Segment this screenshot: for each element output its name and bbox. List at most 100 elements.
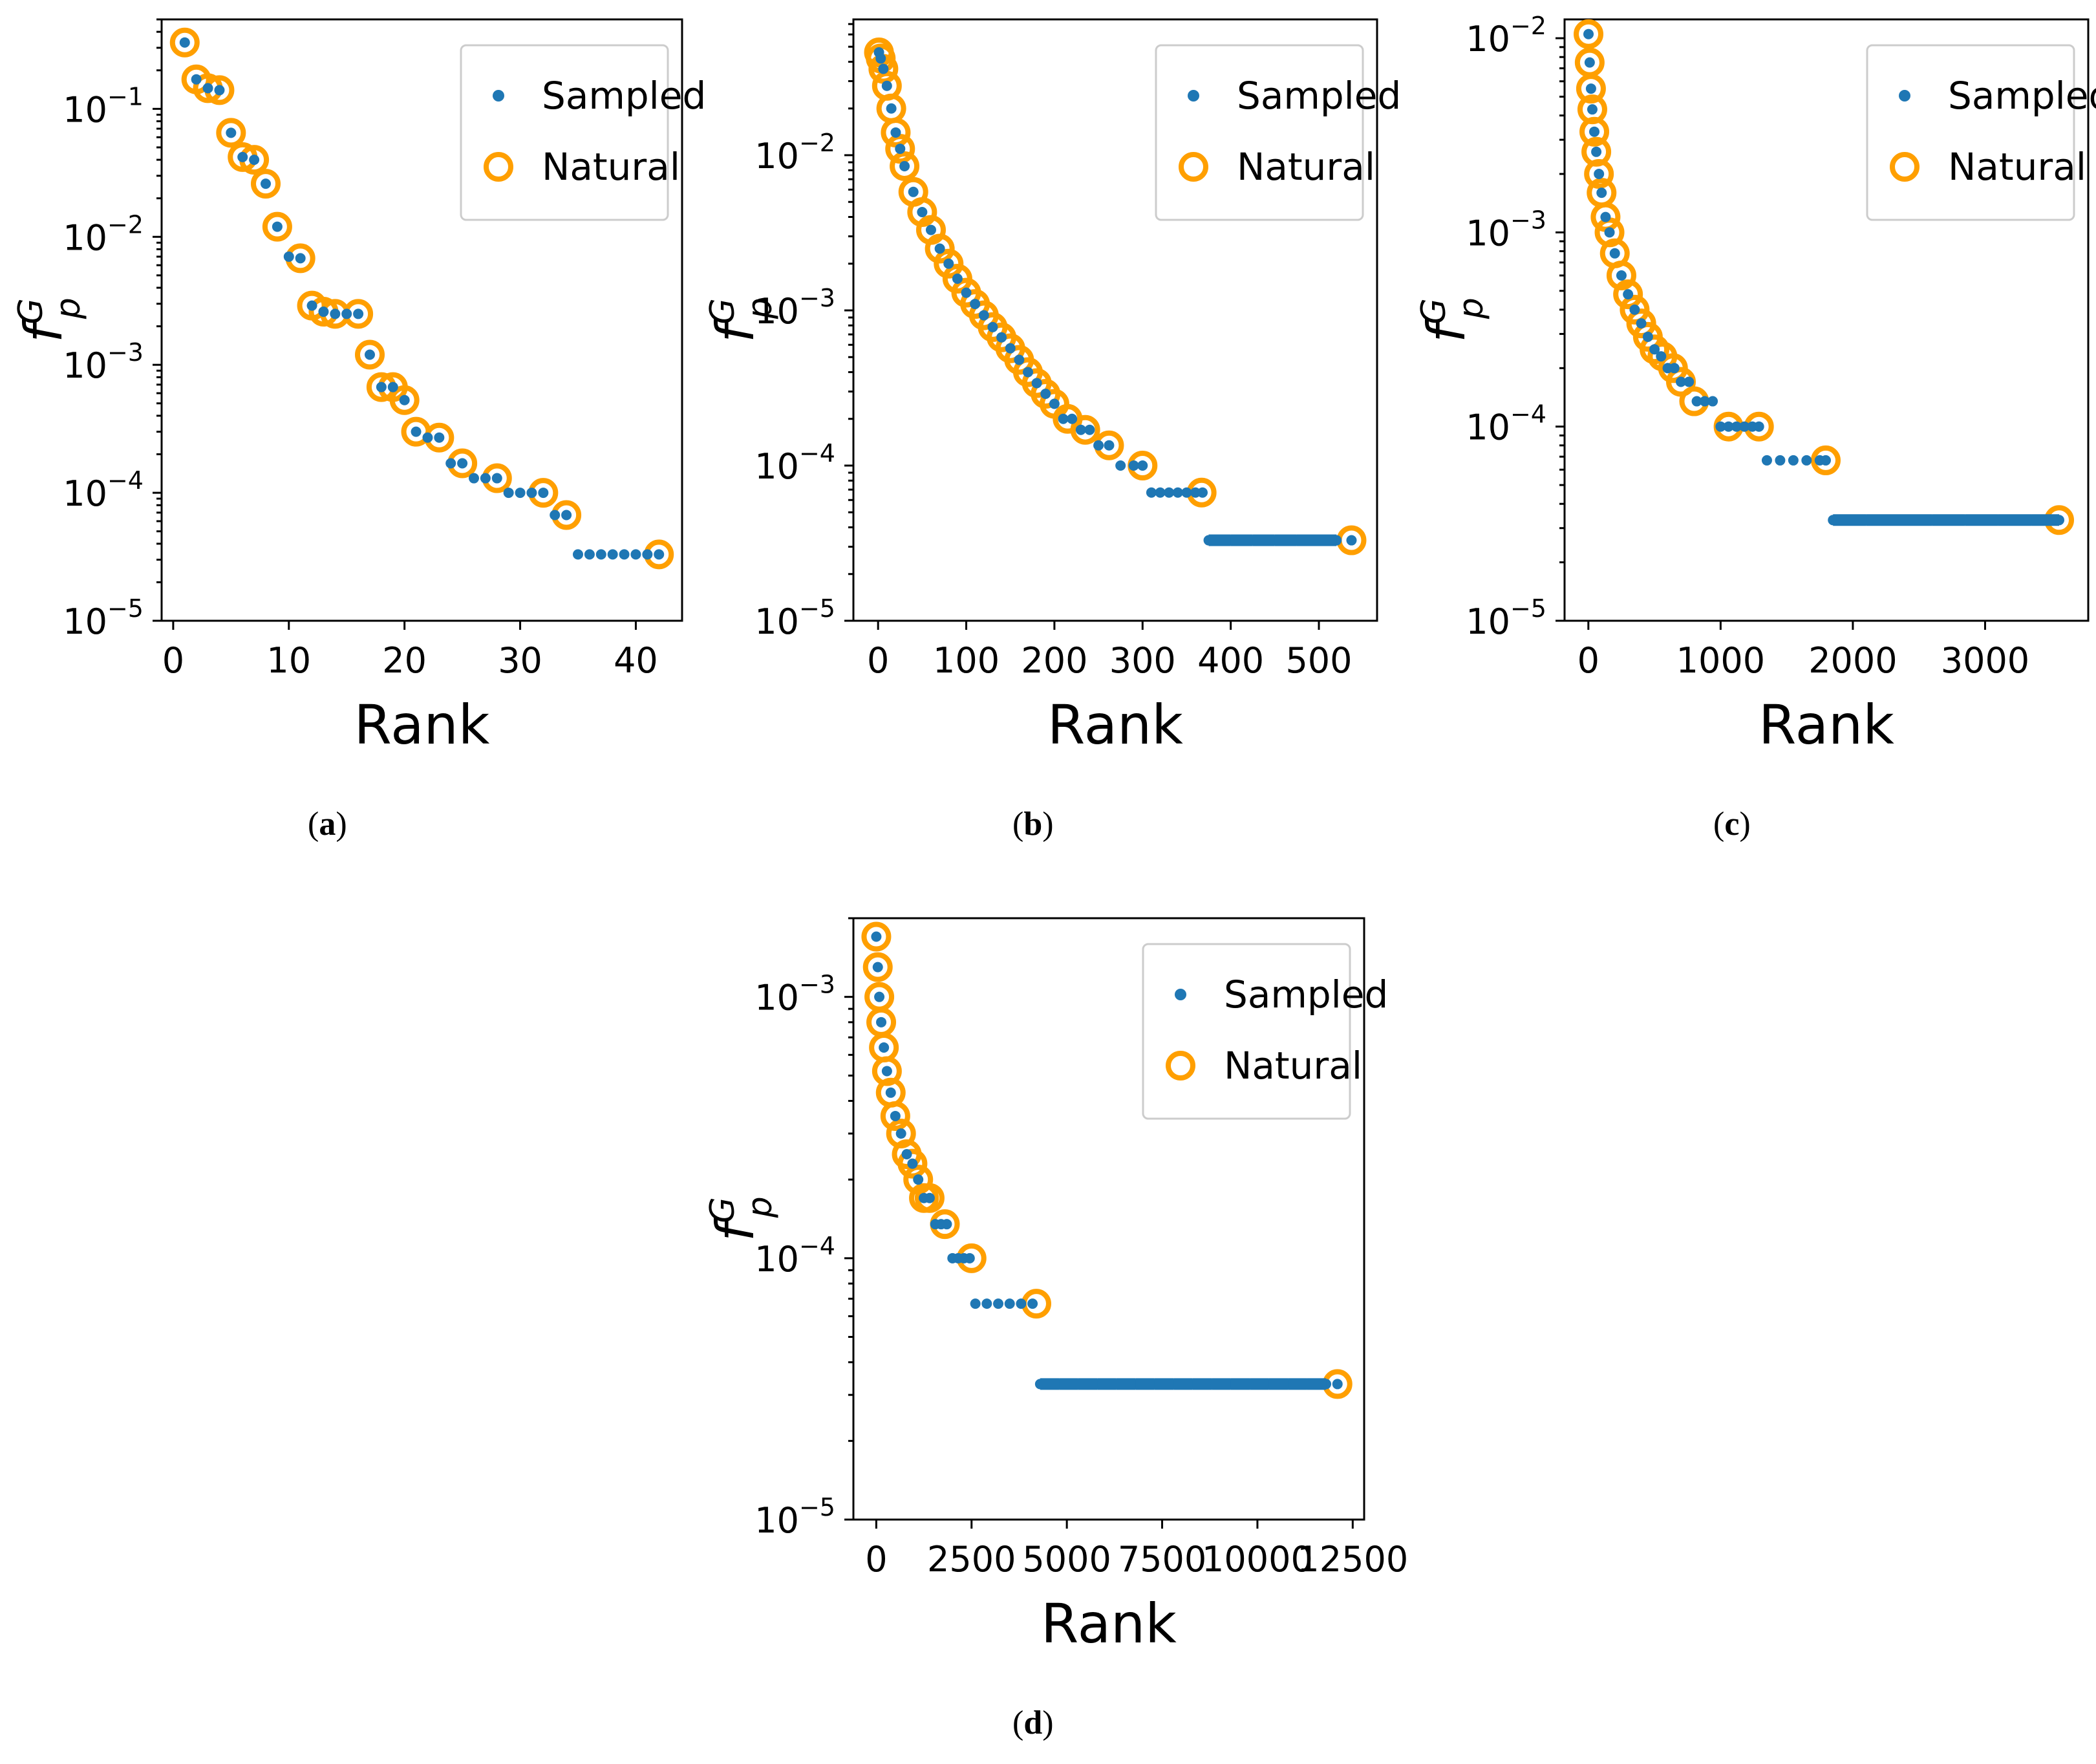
sampled-point: [526, 488, 537, 499]
sampled-point: [1788, 455, 1799, 466]
legend-sampled-label: Sampled: [1224, 973, 1388, 1016]
sampled-point: [237, 151, 248, 162]
x-tick-label-b: 100: [933, 640, 1000, 681]
natural-point: [1584, 159, 1614, 189]
data-layer-d: [861, 921, 1353, 1399]
sampled-point: [1753, 421, 1764, 432]
y-tick-label-b: 10−5: [754, 594, 835, 642]
sampled-point: [885, 1087, 896, 1098]
legend-natural-marker: [484, 152, 513, 182]
sampled-point: [1775, 455, 1786, 466]
sampled-point: [399, 394, 410, 405]
chart-b: 0 100 200 300 400 500 10−5 10−4 10−3 10−2 Rank fGp S…: [703, 18, 1401, 757]
sampled-point: [1031, 378, 1042, 389]
natural-point: [1606, 261, 1636, 291]
sampled-point: [993, 1298, 1004, 1309]
sampled-point: [1023, 367, 1033, 378]
sampled-point: [550, 510, 561, 521]
natural-point: [925, 233, 955, 264]
natural-point: [881, 117, 911, 147]
x-tick-label-b: 0: [867, 640, 889, 681]
sampled-point: [191, 74, 202, 85]
sampled-point: [538, 488, 549, 499]
sampled-point: [1739, 421, 1750, 432]
sampled-point: [895, 144, 906, 155]
sampled-point: [457, 458, 468, 469]
natural-point: [914, 1183, 945, 1213]
legend-natural-marker: [1179, 152, 1208, 182]
sampled-point: [619, 549, 630, 560]
sampled-point: [1801, 455, 1812, 466]
x-tick-label-d: 7500: [1118, 1539, 1206, 1580]
sampled-point: [330, 308, 341, 319]
sampled-point: [1181, 487, 1192, 498]
y-tick-label-d: 10−3: [754, 971, 835, 1018]
x-tick-label-c: 2000: [1808, 640, 1897, 681]
sampled-point: [1164, 487, 1175, 498]
x-tick-label-b: 500: [1285, 640, 1352, 681]
sampled-point: [1656, 351, 1667, 362]
sampled-point: [970, 299, 981, 310]
legend-natural-label: Natural: [542, 145, 680, 189]
data-layer-c: [1574, 19, 2074, 535]
natural-point: [1070, 414, 1100, 445]
sampled-point: [964, 1253, 975, 1264]
sampled-point: [1731, 421, 1742, 432]
sampled-point: [1146, 487, 1157, 498]
sampled-point: [1589, 126, 1600, 137]
legend-sampled-marker: [1188, 90, 1199, 102]
sampled-point: [353, 308, 364, 319]
plot-frame-a: [160, 18, 683, 622]
sampled-point: [491, 473, 502, 484]
sampled-point: [952, 274, 963, 285]
y-tick-label-a: 10−3: [63, 338, 144, 386]
sampled-point: [1591, 146, 1602, 157]
caption-a: (a): [308, 806, 347, 843]
natural-point: [389, 385, 420, 415]
natural-point: [1579, 116, 1610, 147]
data-layer-a: [169, 27, 674, 570]
sampled-point: [642, 549, 653, 560]
sampled-point: [1642, 331, 1653, 342]
caption-c: (c): [1713, 806, 1751, 843]
sampled-point: [318, 307, 329, 317]
natural-point: [355, 339, 385, 370]
legend-natural-label: Natural: [1948, 145, 2086, 189]
y-tick-label-a: 10−5: [63, 594, 144, 642]
sampled-point: [272, 221, 283, 232]
sampled-point: [1649, 344, 1660, 355]
y-tick-label-a: 10−4: [63, 466, 144, 514]
sampled-point: [978, 310, 989, 321]
sampled-point: [1669, 363, 1680, 374]
y-tick-label-a: 10−1: [63, 82, 144, 130]
sampled-point: [1075, 424, 1086, 435]
x-tick-label-c: 1000: [1676, 640, 1765, 681]
panel-a: 0 10 20 30 40 10−5 10−4 10−3 10−2 10−1 Rank fGp Samp…: [0, 0, 706, 843]
natural-point: [897, 1148, 928, 1179]
legend-box-d: [1142, 943, 1351, 1120]
sampled-point: [926, 224, 936, 235]
sampled-point: [934, 243, 945, 254]
sampled-point: [871, 931, 882, 942]
sampled-point: [387, 382, 398, 393]
sampled-point: [996, 332, 1007, 343]
natural-point: [880, 1101, 910, 1131]
sampled-point: [879, 1042, 890, 1053]
sampled-point: [1636, 318, 1647, 329]
sampled-point: [503, 488, 514, 499]
natural-point: [890, 151, 920, 181]
sampled-point: [1084, 424, 1095, 435]
natural-point: [169, 27, 200, 58]
x-tick-label-b: 200: [1021, 640, 1087, 681]
sampled-point: [1584, 57, 1595, 68]
sampled-point: [1027, 1298, 1038, 1309]
x-tick-label-d: 5000: [1022, 1539, 1111, 1580]
y-tick-label-b: 10−2: [754, 129, 835, 177]
y-tick-label-d: 10−5: [754, 1493, 835, 1541]
sampled-point: [1596, 188, 1607, 199]
sampled-point: [881, 1066, 892, 1077]
sampled-point: [573, 549, 583, 560]
legend-natural-marker: [1166, 1051, 1195, 1081]
sampled-point: [1155, 487, 1166, 498]
